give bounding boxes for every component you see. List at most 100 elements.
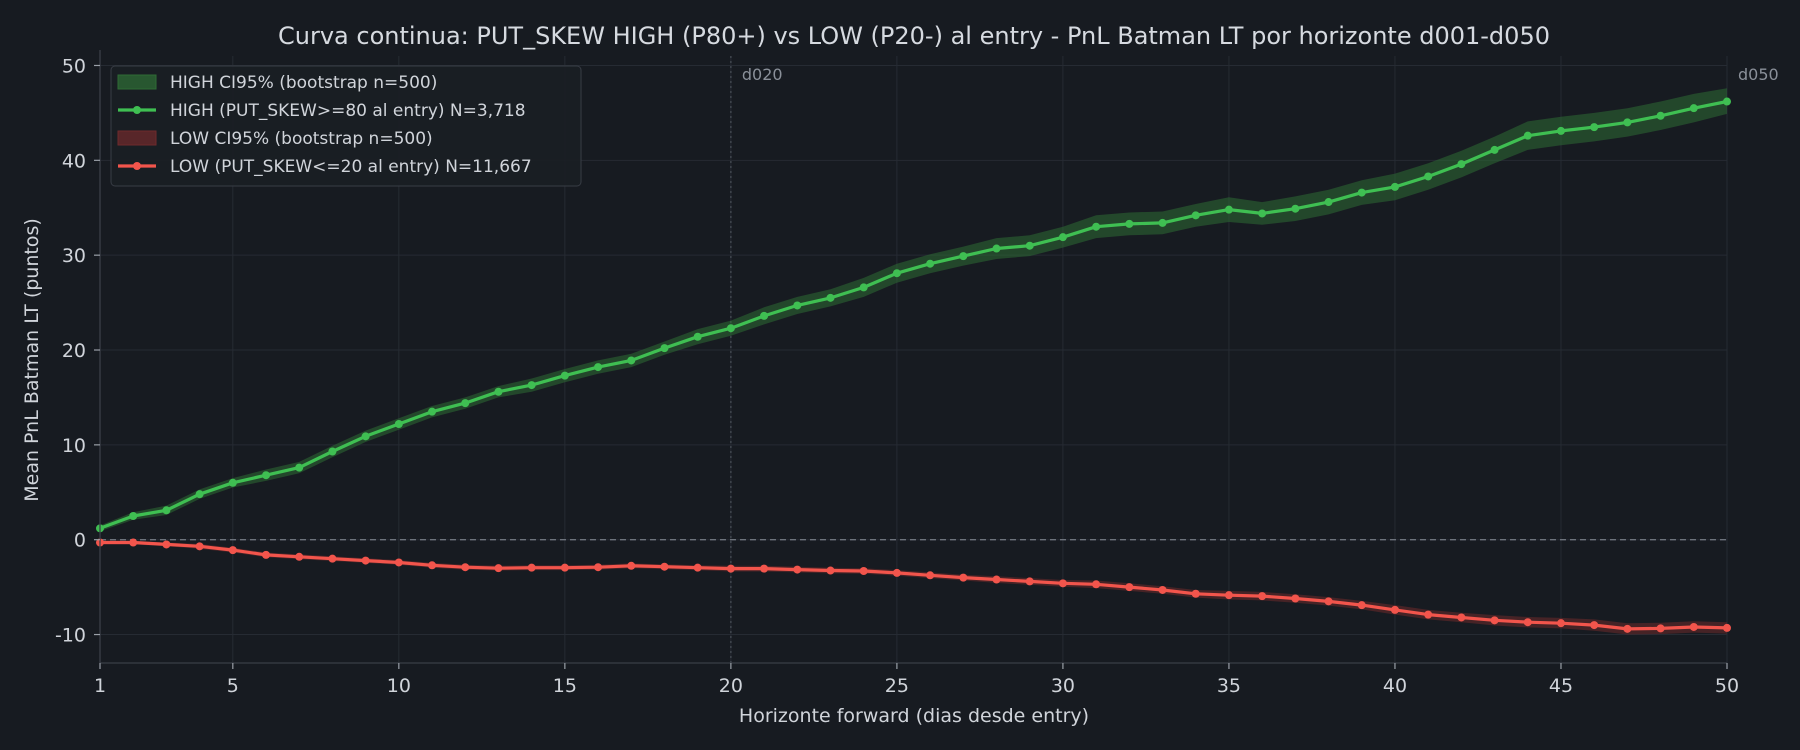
x-tick-label: 45 [1549, 675, 1573, 697]
data-point-low [394, 558, 403, 567]
y-tick-label: 10 [62, 435, 86, 457]
data-point-low [1025, 577, 1034, 586]
horizon-marker-label: d020 [742, 65, 783, 84]
legend-swatch-low-ci [117, 130, 157, 146]
data-point-low [1258, 592, 1267, 601]
data-point-high [1224, 205, 1233, 214]
data-point-high [361, 432, 370, 441]
data-point-high [428, 407, 437, 416]
data-point-low [328, 554, 337, 563]
y-tick-label: 50 [62, 55, 86, 77]
data-point-low [361, 556, 370, 565]
data-point-low [926, 571, 935, 580]
data-point-low [560, 563, 569, 572]
data-point-high [195, 490, 204, 499]
data-point-high [693, 332, 702, 341]
data-point-low [1556, 619, 1565, 628]
data-point-low [1158, 585, 1167, 594]
data-point-high [1424, 172, 1433, 181]
data-point-high [295, 463, 304, 472]
x-tick-label: 20 [719, 675, 743, 697]
data-point-low [195, 542, 204, 551]
data-point-high [1092, 222, 1101, 231]
data-point-high [461, 399, 470, 408]
data-point-low [1457, 613, 1466, 622]
data-point-low [1523, 618, 1532, 627]
x-tick-label: 1 [94, 675, 106, 697]
ci-band-high [100, 88, 1727, 532]
legend: HIGH CI95% (bootstrap n=500) HIGH (PUT_SK… [110, 65, 582, 187]
data-point-high [859, 283, 868, 292]
x-tick-label: 40 [1383, 675, 1407, 697]
data-point-high [560, 371, 569, 380]
y-tick-label: 40 [62, 150, 86, 172]
data-point-low [726, 564, 735, 573]
data-point-low [129, 538, 138, 547]
data-point-low [693, 563, 702, 572]
data-point-high [228, 478, 237, 487]
data-point-low [1191, 589, 1200, 598]
x-tick-label: 35 [1217, 675, 1241, 697]
data-point-high [1025, 241, 1034, 250]
series-line-high [99, 99, 1728, 530]
data-point-low [461, 563, 470, 572]
y-tick-label: 0 [74, 530, 86, 552]
data-point-high [1125, 219, 1134, 228]
series-line-low [100, 540, 1728, 631]
data-point-high [627, 356, 636, 365]
data-point-high [594, 363, 603, 372]
x-tick-label: 5 [227, 675, 239, 697]
data-point-low [1324, 597, 1333, 606]
reference-lines: d020 d050 [100, 56, 1779, 663]
data-point-low [660, 562, 669, 571]
legend-label-high-ci: HIGH CI95% (bootstrap n=500) [170, 73, 437, 93]
data-point-low [992, 575, 1001, 584]
data-point-high [328, 447, 337, 456]
x-tick-label: 30 [1051, 675, 1075, 697]
data-point-low [1125, 583, 1134, 592]
data-point-low [826, 566, 835, 575]
data-point-low [1291, 594, 1300, 603]
data-point-low [1656, 624, 1665, 633]
x-tick-label: 15 [553, 675, 577, 697]
data-point-low [760, 564, 769, 573]
data-point-high [129, 511, 138, 520]
data-point-high [660, 344, 669, 353]
legend-label-low: LOW (PUT_SKEW<=20 al entry) N=11,667 [170, 157, 532, 177]
horizon-marker-label: d050 [1738, 65, 1779, 84]
data-point-high [1556, 126, 1565, 135]
legend-marker-low [133, 162, 141, 170]
data-point-low [1092, 580, 1101, 589]
data-point-high [1158, 218, 1167, 227]
data-point-low [262, 550, 271, 559]
data-point-high [494, 387, 503, 396]
data-point-high [1191, 211, 1200, 220]
data-point-low [959, 573, 968, 582]
legend-box [110, 65, 582, 187]
legend-label-low-ci: LOW CI95% (bootstrap n=500) [170, 129, 433, 149]
data-point-low [1689, 622, 1698, 631]
data-point-high [1656, 111, 1665, 120]
data-point-high [1390, 182, 1399, 191]
data-point-high [1523, 131, 1532, 140]
data-point-high [162, 506, 171, 515]
data-point-high [1324, 198, 1333, 207]
data-point-low [892, 568, 901, 577]
data-point-low [1490, 616, 1499, 625]
data-point-high [1357, 188, 1366, 197]
data-point-high [394, 419, 403, 428]
data-point-low [1390, 605, 1399, 614]
data-point-high [1291, 204, 1300, 213]
data-point-low [494, 564, 503, 573]
legend-swatch-high-ci [117, 74, 157, 90]
data-point-low [1424, 610, 1433, 619]
data-point-low [1590, 621, 1599, 630]
data-point-high [760, 311, 769, 320]
data-point-low [859, 567, 868, 576]
y-tick-label: -10 [55, 625, 86, 647]
x-tick-label: 50 [1715, 675, 1739, 697]
data-point-high [1490, 145, 1499, 154]
x-tick-label: 10 [387, 675, 411, 697]
